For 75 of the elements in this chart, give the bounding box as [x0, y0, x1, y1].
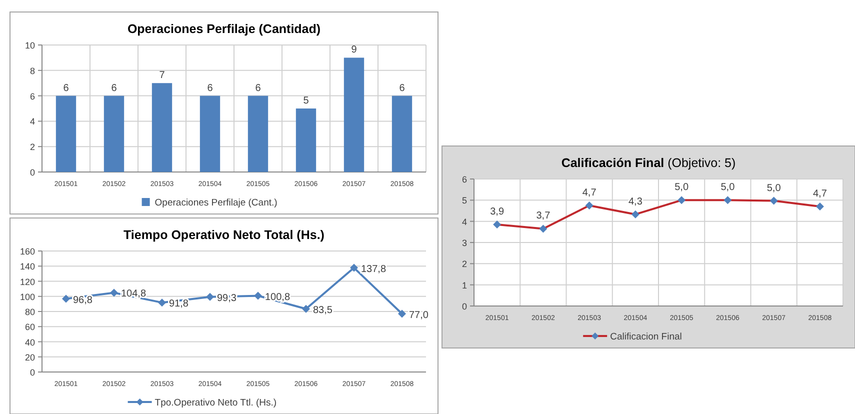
point — [631, 210, 640, 218]
y-tick-label: 160 — [20, 246, 35, 256]
y-tick-label: 8 — [30, 66, 35, 76]
point — [110, 288, 118, 297]
bar — [104, 96, 124, 172]
y-tick-label: 120 — [20, 276, 35, 287]
bar — [200, 96, 220, 172]
y-tick-label: 100 — [20, 292, 35, 302]
point — [493, 220, 502, 229]
y-tick-label: 4 — [30, 116, 35, 127]
bar — [296, 108, 316, 172]
point — [302, 304, 310, 313]
data-label: 5,0 — [674, 182, 689, 194]
data-label: 3,7 — [536, 210, 551, 222]
data-label: 4,7 — [812, 188, 828, 200]
point — [816, 202, 824, 211]
y-tick-label: 20 — [24, 352, 35, 362]
bar — [56, 96, 76, 172]
point — [678, 196, 686, 204]
legend-label: Tpo.Operativo Neto Ttl. (Hs.) — [154, 398, 277, 408]
point — [585, 201, 594, 210]
data-label: 3,9 — [490, 206, 504, 218]
legend-label: Calificacion Final — [610, 332, 682, 342]
data-label: 96,8 — [73, 294, 93, 306]
data-label: 83,5 — [313, 304, 333, 316]
data-label: 137,8 — [361, 264, 386, 275]
y-tick-label: 6 — [462, 174, 467, 184]
bar — [152, 83, 172, 172]
y-tick-label: 140 — [20, 262, 35, 272]
data-label: 77,0 — [409, 310, 429, 321]
y-tick-label: 60 — [24, 322, 35, 332]
y-tick-label: 6 — [30, 91, 35, 102]
data-label: 6 — [399, 82, 406, 94]
y-tick-label: 2 — [462, 259, 467, 270]
data-label: 5 — [303, 96, 310, 106]
y-tick-label: 80 — [24, 307, 35, 317]
y-tick-label: 10 — [24, 40, 35, 50]
data-label: 6 — [111, 82, 118, 94]
data-label: 5,0 — [766, 182, 782, 194]
y-tick-label: 1 — [462, 280, 467, 290]
data-label: 5,0 — [720, 182, 736, 194]
y-tick-label: 3 — [462, 238, 467, 248]
chart-subtitle: (Objetivo: 5) — [664, 156, 736, 170]
point — [539, 224, 548, 233]
data-label: 6 — [207, 82, 214, 94]
data-label: 4,7 — [582, 187, 597, 198]
y-tick-label: 2 — [30, 142, 35, 152]
chart-title: Calificación Final — [561, 156, 664, 170]
point — [158, 298, 166, 307]
point — [398, 310, 406, 318]
y-tick-label: 4 — [462, 216, 467, 227]
y-tick-label: 0 — [30, 368, 35, 378]
point — [350, 264, 358, 272]
point — [206, 292, 214, 301]
data-label: 100,8 — [265, 292, 290, 303]
data-label: 6 — [255, 82, 262, 94]
point — [254, 292, 262, 300]
data-label: 7 — [159, 70, 166, 82]
legend-label: Operaciones Perfilaje (Cant.) — [154, 198, 278, 208]
bar — [392, 96, 412, 172]
chart-title: Tiempo Operativo Neto Total (Hs.) — [124, 228, 324, 242]
y-tick-label: 0 — [462, 302, 467, 312]
bar — [344, 58, 364, 172]
point — [770, 196, 778, 205]
y-tick-label: 40 — [24, 337, 35, 348]
y-tick-label: 0 — [30, 168, 35, 178]
data-label: 6 — [63, 82, 70, 94]
data-label: 9 — [351, 44, 358, 56]
point — [62, 294, 70, 303]
data-label: 4,3 — [628, 196, 643, 208]
chart-title: Operaciones Perfilaje (Cantidad) — [127, 22, 321, 36]
y-tick-label: 5 — [462, 196, 467, 206]
point — [724, 196, 732, 204]
bar — [248, 96, 268, 172]
data-label: 91,8 — [169, 298, 189, 310]
